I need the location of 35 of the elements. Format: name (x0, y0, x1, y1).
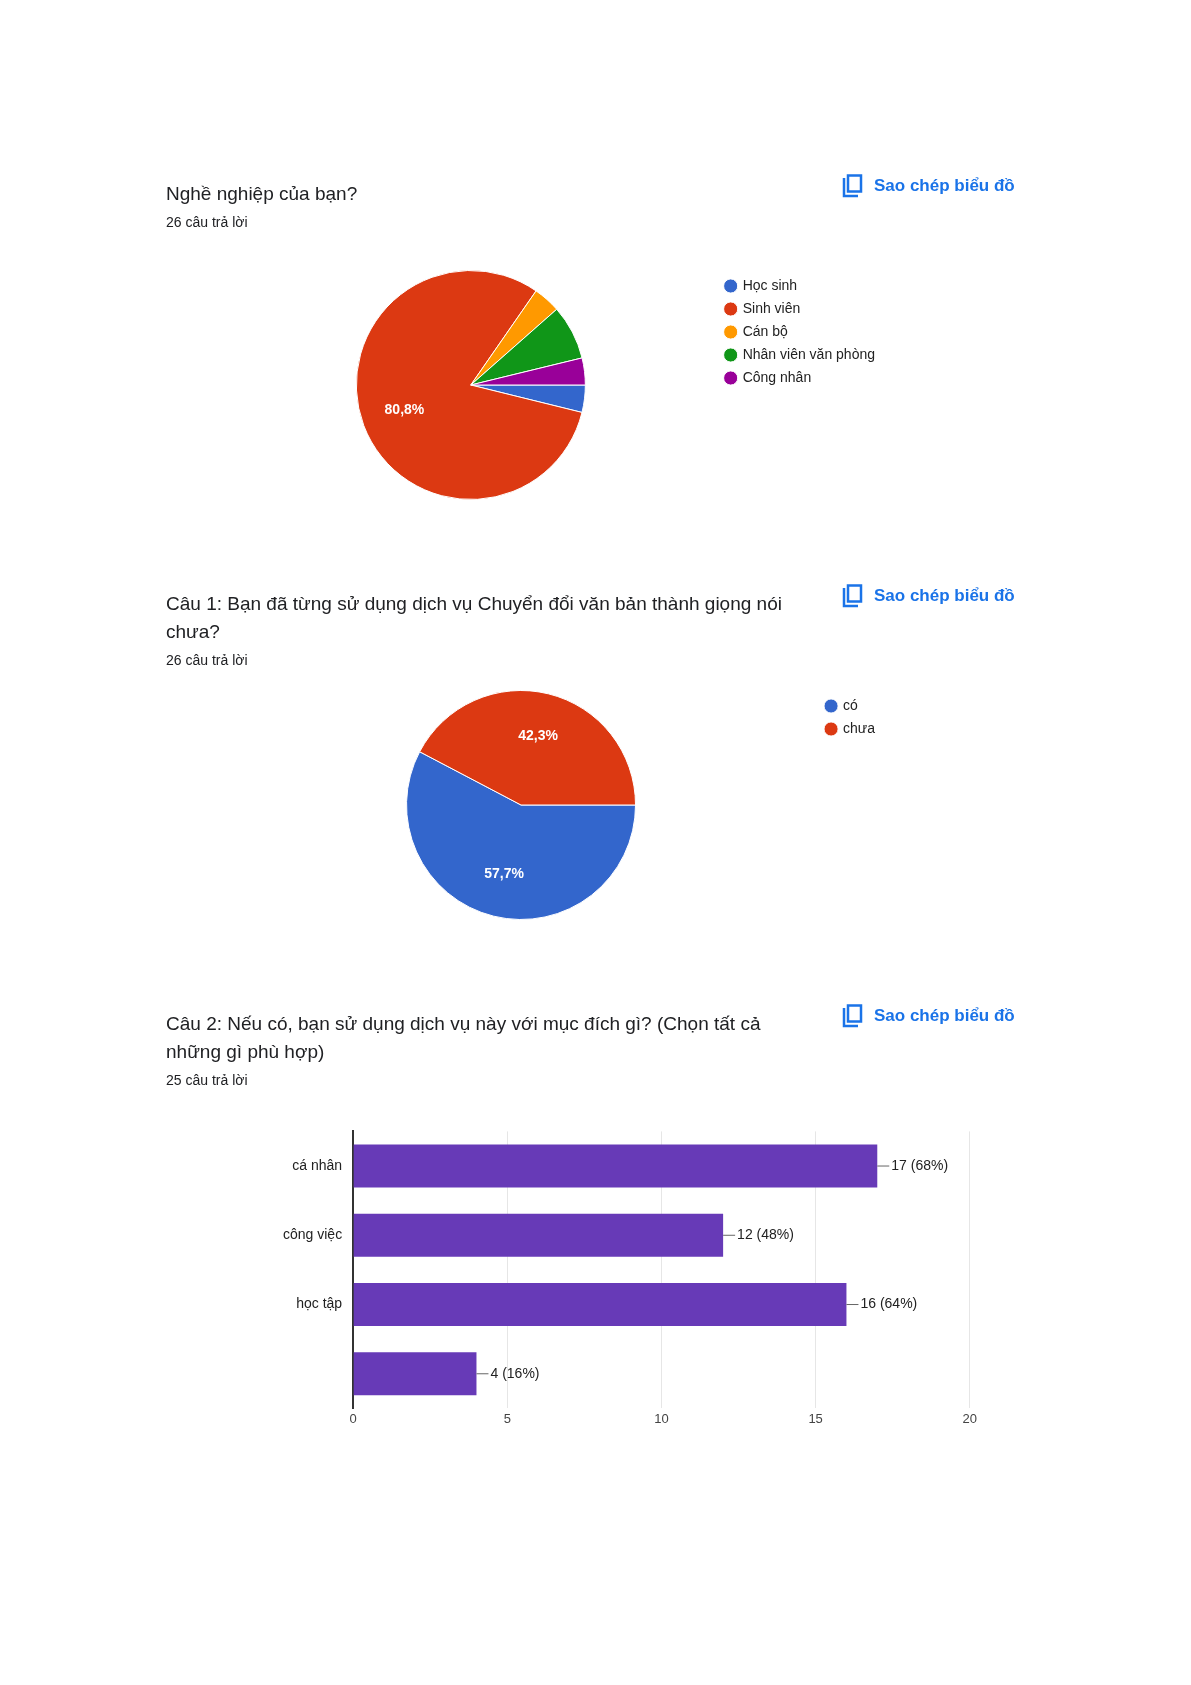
x-tick-label: 10 (654, 1410, 669, 1426)
x-tick-label: 5 (503, 1410, 511, 1426)
legend-label: Nhân viên văn phòng (742, 345, 875, 362)
legend-label: Cán bộ (742, 322, 789, 339)
text: 26 câu trả lời (166, 214, 248, 230)
data-label: 12 (48%) (737, 1226, 794, 1243)
x-tick-label: 20 (962, 1410, 977, 1426)
bar (353, 1283, 847, 1326)
x-tick-label: 0 (349, 1410, 357, 1426)
legend-label: chưa (843, 719, 876, 736)
data-label: 16 (64%) (860, 1295, 918, 1312)
chart-title: Nghề nghiệp của bạn? (166, 182, 359, 206)
data-label: 17 (68%) (891, 1156, 949, 1173)
y-tick-label: học tập (296, 1295, 343, 1312)
data-label: 42,3% (518, 726, 559, 743)
y-tick-label: công việc (282, 1226, 343, 1243)
text: Sao chép biểu đồ (874, 586, 1015, 606)
text: 26 câu trả lời (166, 652, 248, 668)
bar (353, 1352, 477, 1396)
y-tick-label: cá nhân (292, 1156, 343, 1173)
text: Sao chép biểu đồ (874, 1006, 1015, 1026)
chart-title: Câu 1: Bạn đã từng sử dụng dịch vụ Chuyển đổi văn bản thành giọng nói chưa? (166, 592, 783, 644)
bar (353, 1144, 878, 1188)
text: Sao chép biểu đồ (874, 176, 1015, 196)
chart-title: Câu 2: Nếu có, bạn sử dụng dịch vụ này với mục đích gì? (Chọn tất cả những gì phù hợp) (166, 1012, 762, 1064)
data-label: 80,8% (384, 400, 425, 417)
data-label: 57,7% (484, 864, 525, 881)
text: 25 câu trả lời (166, 1072, 248, 1088)
legend-label: Sinh viên (742, 299, 801, 316)
data-label: 4 (16%) (490, 1364, 540, 1381)
legend-label: Công nhân (742, 368, 812, 385)
bar (353, 1213, 724, 1257)
legend-label: Học sinh (742, 276, 798, 293)
legend-label: có (843, 696, 859, 713)
x-tick-label: 15 (808, 1410, 823, 1426)
